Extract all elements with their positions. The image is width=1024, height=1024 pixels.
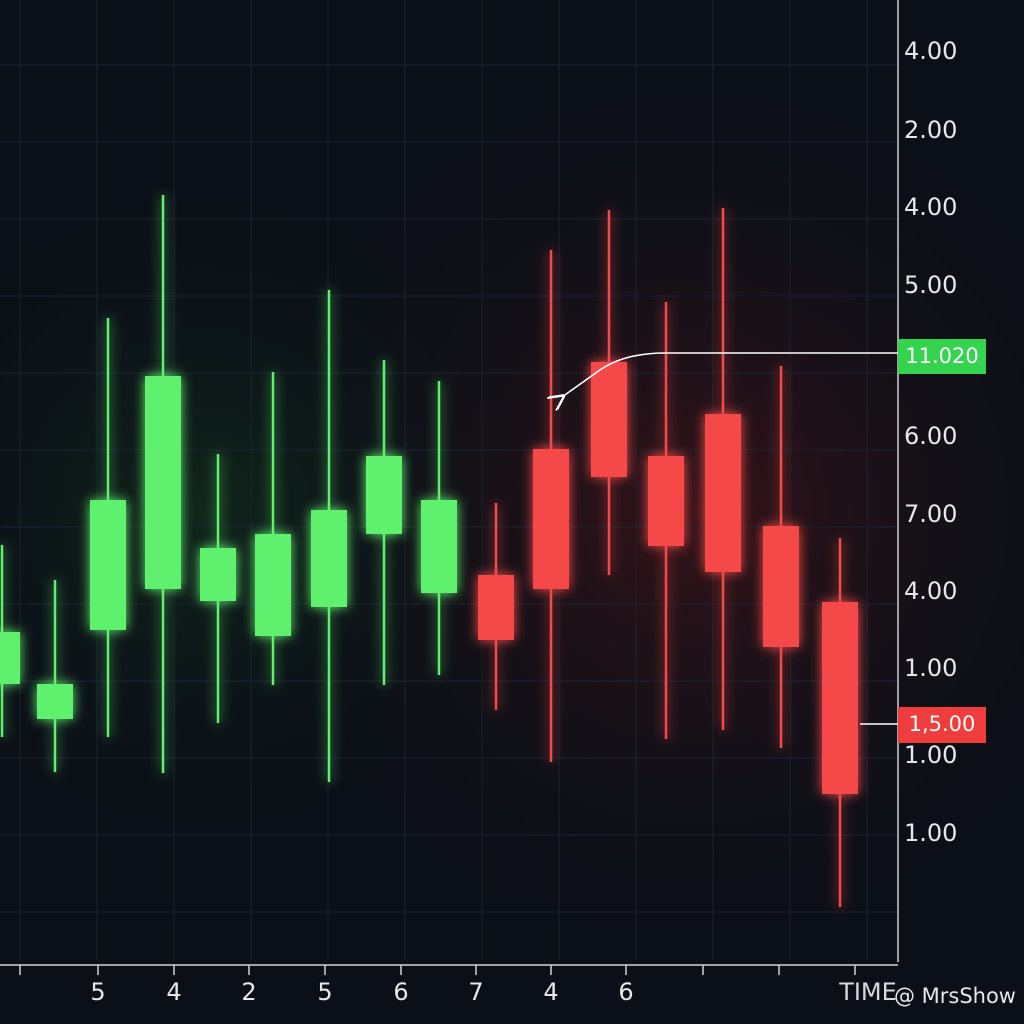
price-axis-label: 2.00 xyxy=(904,116,957,144)
candle xyxy=(311,290,347,782)
time-axis-label: 7 xyxy=(468,978,483,1006)
candle xyxy=(145,195,181,773)
time-axis-label: 6 xyxy=(618,978,633,1006)
price-axis-label: 1.00 xyxy=(904,741,957,769)
candle-body xyxy=(145,376,181,589)
candle xyxy=(533,250,569,762)
price-axis-label: 7.00 xyxy=(904,500,957,528)
candle xyxy=(705,208,741,730)
candle xyxy=(0,545,20,737)
watermark: @ MrsShow xyxy=(894,984,1016,1008)
price-axis-label: 4.00 xyxy=(904,193,957,221)
candle-body xyxy=(311,510,347,607)
candle-body xyxy=(763,526,799,647)
candle xyxy=(255,372,291,685)
candle xyxy=(763,366,799,748)
candle xyxy=(200,454,236,723)
candle xyxy=(478,503,514,710)
price-tag-lower-text: 1,5.00 xyxy=(909,712,976,736)
price-axis-label: 6.00 xyxy=(904,422,957,450)
price-axis-label: 1.00 xyxy=(904,819,957,847)
candle-body xyxy=(0,632,20,684)
price-axis-label: 1.00 xyxy=(904,654,957,682)
price-tag-lower xyxy=(898,707,986,743)
candle-body xyxy=(648,456,684,546)
candle xyxy=(421,381,457,675)
candle xyxy=(822,538,858,907)
labels: 4.00 2.00 4.00 5.00 6.00 7.00 4.00 1.00 1.00 1.00… xyxy=(19,37,957,1006)
time-axis-label: 2 xyxy=(241,978,256,1006)
price-axis-label: 5.00 xyxy=(904,271,957,299)
time-axis-label: 5 xyxy=(90,978,105,1006)
time-axis-label: 6 xyxy=(393,978,408,1006)
price-tag-upper-text: 11.020 xyxy=(905,344,978,368)
candle xyxy=(37,580,73,772)
price-tag-upper xyxy=(898,339,986,374)
candle-body xyxy=(705,414,741,572)
candles xyxy=(0,195,858,907)
candle-body xyxy=(478,575,514,640)
time-axis-label: 5 xyxy=(317,978,332,1006)
candle xyxy=(591,210,627,575)
pointer-arrow xyxy=(562,352,986,397)
candle xyxy=(90,318,126,737)
candle-body xyxy=(366,456,402,534)
candle-body xyxy=(37,684,73,719)
candle-body xyxy=(822,602,858,794)
price-axis-label: 4.00 xyxy=(904,577,957,605)
candle xyxy=(366,360,402,685)
candle-body xyxy=(421,500,457,593)
time-axis-title: TIME xyxy=(838,978,897,1006)
candle-body xyxy=(90,500,126,630)
time-axis-label: 4 xyxy=(543,978,558,1006)
time-axis-label: 4 xyxy=(166,978,181,1006)
candle xyxy=(648,302,684,739)
candle-body xyxy=(591,362,627,477)
price-axis-label: 4.00 xyxy=(904,37,957,65)
candle-body xyxy=(255,534,291,636)
candle-body xyxy=(200,548,236,601)
candle-body xyxy=(533,449,569,589)
